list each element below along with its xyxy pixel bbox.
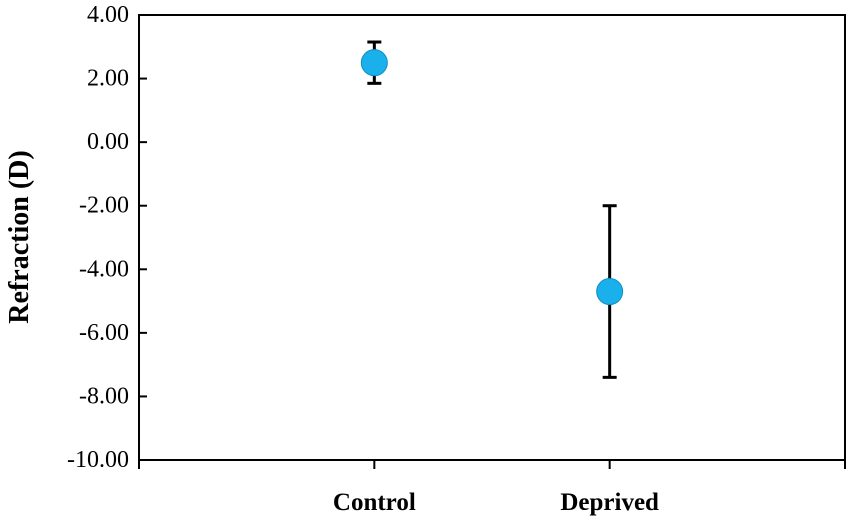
- data-point: [596, 278, 624, 306]
- y-tick-label: -6.00: [79, 320, 129, 346]
- data-series: [360, 40, 624, 379]
- x-axis: Control Deprived: [138, 460, 846, 516]
- data-point: [360, 49, 388, 77]
- y-tick-label: 0.00: [87, 129, 129, 155]
- x-category-label: Deprived: [560, 489, 659, 516]
- y-tick-label: -10.00: [67, 447, 129, 473]
- y-tick-label: -2.00: [79, 193, 129, 219]
- y-tick-label: -4.00: [79, 256, 129, 282]
- y-axis-title: Refraction (D): [4, 150, 35, 323]
- y-tick-label: -8.00: [79, 383, 129, 409]
- y-tick-label: 2.00: [87, 66, 129, 92]
- y-tick-label: 4.00: [87, 2, 129, 28]
- plot-area-frame: [138, 14, 846, 461]
- y-axis: 4.00 2.00 0.00 -2.00 -4.00 -6.00 -8.00 -10.00: [67, 2, 147, 473]
- x-category-label: Control: [333, 489, 416, 516]
